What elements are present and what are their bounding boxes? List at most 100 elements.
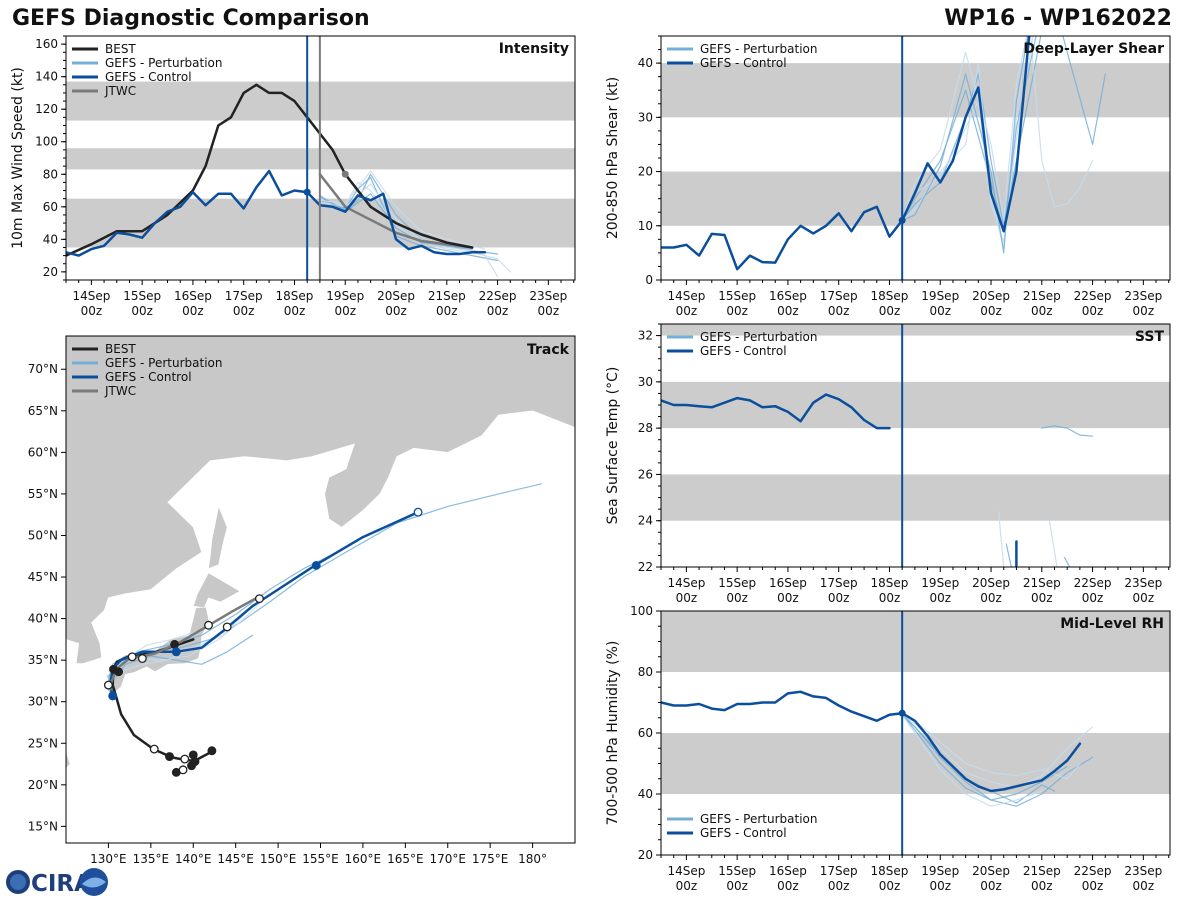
perturbation-line — [901, 714, 1043, 807]
lon-tick-label: 170°E — [430, 852, 467, 866]
x-tick-label: 00z — [233, 304, 255, 318]
lat-tick-label: 40°N — [28, 612, 58, 626]
x-tick-label: 17Sep — [820, 864, 858, 878]
cira-logo: CIRA — [6, 868, 108, 897]
x-tick-label: 00z — [334, 304, 356, 318]
control-line — [66, 169, 487, 257]
marker-point — [898, 709, 906, 717]
legend-label: BEST — [105, 42, 136, 56]
marker-point — [341, 170, 349, 178]
y-tick-label: 28 — [638, 421, 653, 435]
x-tick-label: 00z — [777, 879, 799, 893]
x-tick-label: 16Sep — [769, 576, 807, 590]
x-tick-label: 00z — [777, 591, 799, 605]
shear-plot — [661, 36, 1170, 280]
x-tick-label: 14Sep — [72, 289, 110, 303]
x-tick-label: 19Sep — [921, 576, 959, 590]
x-tick-label: 00z — [81, 304, 103, 318]
jtwc-track-point — [204, 620, 213, 630]
lon-tick-label: 140°E — [175, 852, 212, 866]
legend-label: GEFS - Perturbation — [700, 812, 817, 826]
y-tick-label: 40 — [638, 56, 653, 70]
x-tick-label: 00z — [980, 879, 1002, 893]
control-track-point — [311, 560, 321, 570]
x-tick-label: 19Sep — [921, 289, 959, 303]
best-track-point — [165, 752, 174, 762]
jtwc-track-point — [103, 680, 113, 690]
y-tick-label: 24 — [638, 514, 653, 528]
marker-point — [303, 188, 311, 196]
perturbation-line — [1064, 557, 1071, 567]
perturbation-line — [1041, 425, 1094, 437]
y-tick-label: 60 — [43, 200, 58, 214]
y-tick-label: 120 — [35, 102, 58, 116]
best-track-point — [178, 765, 188, 775]
y-axis-label: Sea Surface Temp (°C) — [605, 367, 621, 525]
jtwc-line — [318, 173, 474, 249]
best-track-point — [180, 754, 190, 764]
plot-frame — [660, 323, 1171, 568]
x-tick-label: 17Sep — [225, 289, 263, 303]
x-tick-label: 00z — [726, 591, 748, 605]
x-tick-label: 00z — [1031, 304, 1053, 318]
x-tick-label: 00z — [828, 591, 850, 605]
legend-label: GEFS - Control — [105, 370, 192, 384]
marker-point — [898, 216, 906, 224]
lon-tick-label: 135°E — [133, 852, 170, 866]
y-tick-label: 20 — [638, 165, 653, 179]
best-track-point — [207, 746, 217, 756]
jtwc-track-point — [137, 654, 147, 663]
rh-plot — [661, 611, 1170, 855]
x-tick-label: 19Sep — [326, 289, 364, 303]
y-tick-label: 40 — [638, 787, 653, 801]
x-tick-label: 00z — [879, 304, 901, 318]
x-tick-label: 18Sep — [871, 289, 909, 303]
lat-tick-label: 65°N — [28, 404, 58, 418]
x-tick-label: 15Sep — [718, 576, 756, 590]
control-line — [661, 690, 1082, 793]
lon-tick-label: 145°E — [217, 852, 254, 866]
panel-title: Intensity — [499, 41, 569, 57]
x-tick-label: 18Sep — [276, 289, 314, 303]
panel-title: Deep-Layer Shear — [1023, 41, 1164, 57]
threshold-band — [661, 324, 1170, 336]
x-tick-label: 00z — [879, 879, 901, 893]
y-tick-label: 80 — [43, 167, 58, 181]
perturbation-line — [901, 714, 1081, 780]
control-track-point — [413, 507, 423, 517]
x-tick-label: 00z — [980, 304, 1002, 318]
lon-tick-label: 160°E — [345, 852, 382, 866]
y-tick-label: 32 — [638, 329, 653, 343]
perturbation-line — [901, 36, 1028, 221]
perturbation-track — [112, 634, 254, 697]
legend-label: GEFS - Control — [700, 826, 787, 840]
perturbation-line — [901, 714, 1056, 804]
jtwc-track-point — [127, 652, 137, 662]
jtwc-track-point — [254, 594, 264, 604]
best-track-point — [149, 744, 159, 754]
lat-tick-label: 35°N — [28, 653, 58, 667]
legend-label: GEFS - Perturbation — [700, 330, 817, 344]
x-tick-label: 22Sep — [1074, 576, 1112, 590]
y-tick-label: 20 — [638, 848, 653, 862]
x-tick-label: 15Sep — [718, 864, 756, 878]
legend-label: GEFS - Perturbation — [105, 356, 222, 370]
track-map — [66, 336, 575, 777]
lon-tick-label: 150°E — [260, 852, 297, 866]
lat-tick-label: 20°N — [28, 778, 58, 792]
perturbation-line — [319, 170, 486, 250]
x-tick-label: 22Sep — [479, 289, 517, 303]
x-tick-label: 23Sep — [1124, 864, 1162, 878]
x-tick-label: 00z — [1031, 879, 1053, 893]
x-tick-label: 00z — [1082, 304, 1104, 318]
y-axis-label: 700-500 hPa Humidity (%) — [605, 641, 621, 826]
lat-tick-label: 15°N — [28, 819, 58, 833]
x-tick-label: 21Sep — [1023, 864, 1061, 878]
best-track-point — [109, 664, 118, 674]
x-tick-label: 00z — [1133, 304, 1155, 318]
lon-tick-label: 175°E — [472, 852, 509, 866]
x-tick-label: 16Sep — [769, 864, 807, 878]
y-axis-label: 10m Max Wind Speed (kt) — [10, 67, 26, 249]
threshold-band — [661, 63, 1170, 118]
x-tick-label: 00z — [879, 591, 901, 605]
